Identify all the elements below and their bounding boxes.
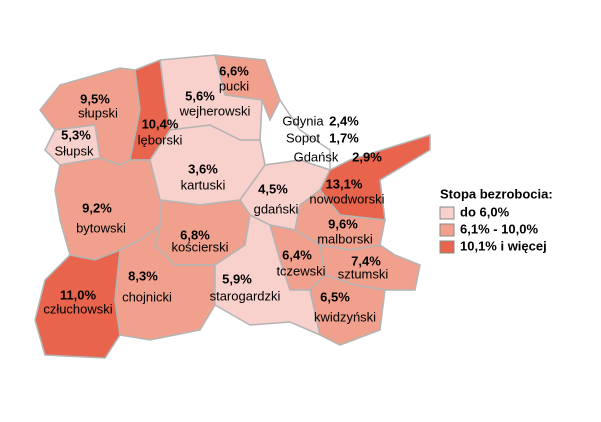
region-name: starogardzki xyxy=(210,288,281,303)
legend-label: 10,1% i więcej xyxy=(460,238,547,253)
region-name: kwidzyński xyxy=(314,309,376,324)
legend-title: Stopa bezrobocia: xyxy=(440,186,553,201)
region-name: słupski xyxy=(78,105,118,120)
region-rate: 8,3% xyxy=(128,268,158,283)
region-shape xyxy=(214,213,322,337)
region-rate: 6,4% xyxy=(282,247,312,262)
legend-swatch xyxy=(439,240,455,254)
region-rate: 10,4% xyxy=(142,116,179,131)
legend-label: do 6,0% xyxy=(460,204,510,219)
region-rate: 3,6% xyxy=(188,161,218,176)
region-name: malborski xyxy=(317,231,373,246)
region-name: kartuski xyxy=(181,177,226,192)
region-rate: 5,3% xyxy=(61,127,91,142)
region-rate: 9,5% xyxy=(80,91,110,106)
region-rate: 6,8% xyxy=(180,227,210,242)
region-rate: 6,5% xyxy=(320,289,350,304)
region-rate: 7,4% xyxy=(351,253,381,268)
region-name: sztumski xyxy=(338,266,389,281)
region-name: gdański xyxy=(254,201,299,216)
region-rate: 5,6% xyxy=(185,88,215,103)
region-name: bytowski xyxy=(76,220,126,235)
city-rate: 2,9% xyxy=(352,149,382,164)
city-rate: 2,4% xyxy=(329,113,359,128)
region-name: Słupsk xyxy=(54,143,94,158)
region-shape xyxy=(34,248,121,359)
region-rate: 5,9% xyxy=(222,271,252,286)
region-rate: 6,6% xyxy=(219,63,249,78)
legend-swatch xyxy=(439,206,455,220)
region-rate: 11,0% xyxy=(60,287,97,302)
region-name: lęborski xyxy=(138,132,183,147)
city-name: Sopot xyxy=(286,130,320,145)
region-name: kościerski xyxy=(171,239,228,254)
region-name: człuchowski xyxy=(43,301,112,316)
region-rate: 13,1% xyxy=(326,176,363,191)
legend-label: 6,1% - 10,0% xyxy=(460,221,538,236)
city-rate: 1,7% xyxy=(329,130,359,145)
city-name: Gdańsk xyxy=(294,149,339,164)
region-name: tczewski xyxy=(276,263,325,278)
legend-swatch xyxy=(439,223,455,237)
region-rate: 9,2% xyxy=(82,200,112,215)
region-name: nowodworski xyxy=(309,191,384,206)
region-name: wejherowski xyxy=(179,103,251,118)
region-shape xyxy=(309,274,386,346)
region-name: chojnicki xyxy=(122,289,172,304)
city-name: Gdynia xyxy=(282,113,324,128)
region-rate: 9,6% xyxy=(328,216,358,231)
region-name: pucki xyxy=(219,78,249,93)
region-rate: 4,5% xyxy=(258,181,288,196)
